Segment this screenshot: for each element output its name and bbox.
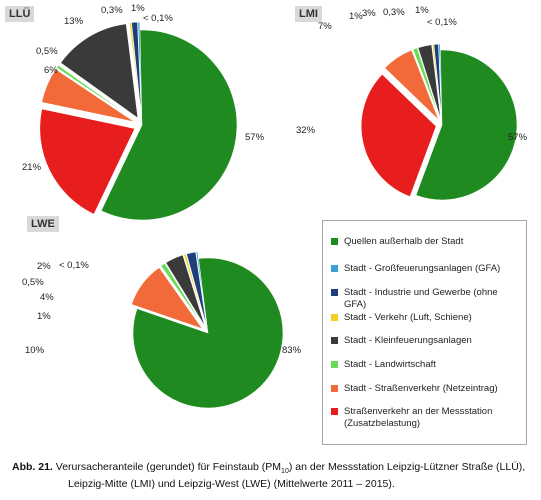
pie-slice (417, 44, 442, 120)
slice-label: 13% (64, 16, 84, 27)
slice-label: 57% (245, 132, 265, 143)
pie-slice (360, 73, 437, 198)
pie-lwe: 83% 10% 1% 4% 0,5% 2% < 0,1% (22, 251, 302, 409)
slice-label: < 0,1% (59, 260, 89, 271)
pie-slice (160, 262, 205, 328)
slice-label: < 0,1% (427, 17, 457, 28)
pie-slice (438, 43, 443, 120)
slice-label: 21% (22, 162, 42, 173)
pie-slice (186, 251, 207, 327)
chart-title-lmi: LMI (295, 6, 322, 22)
slice-label: 1% (131, 3, 145, 14)
slice-label: 0,3% (101, 5, 123, 16)
slice-label: 0,5% (22, 277, 44, 288)
slice-label: < 0,1% (143, 13, 173, 24)
pie-slice (137, 21, 142, 118)
slice-label: 0,5% (36, 46, 58, 57)
legend-label: Straßenverkehr an der Messstation (Zusat… (344, 406, 493, 429)
legend-label: Stadt - Großfeuerungsanlagen (GFA) (344, 263, 501, 274)
pie-charts: 57%21%6%0,5%13%0,3% 1%< 0,1%57%32%7%1% 3% 0… (22, 3, 528, 409)
legend-swatch (331, 314, 338, 321)
pie-slice (384, 49, 439, 121)
slice-label: 6% (44, 65, 58, 76)
pie-lmi: 57%32%7%1% 3% 0,3% 1%< 0,1% (296, 5, 528, 201)
legend-swatch (331, 337, 338, 344)
figure-caption: Abb. 21. Verursacheranteile (gerundet) f… (12, 461, 537, 491)
chart-title-lwe: LWE (27, 216, 59, 232)
figure: 57% 21% 6% 0,5% 13% 0,3% 1% < 0,1% 57% 32% 7% 1% 3% 0… (5, 3, 528, 445)
slice-label: 7% (318, 21, 332, 32)
legend-swatch (331, 385, 338, 392)
pie-slice (39, 108, 136, 215)
slice-label: 3% (362, 8, 376, 19)
caption-line1-rest: ) an der Messstation Leipzig-Lützner Str… (288, 461, 526, 473)
slice-label: 57% (508, 132, 528, 143)
pie-slice (41, 68, 135, 123)
legend-label: Quellen außerhalb der Stadt (344, 236, 464, 247)
slice-label: 4% (40, 292, 54, 303)
pie-slice (100, 29, 238, 221)
legend-swatch (331, 238, 338, 245)
legend-swatch (331, 408, 338, 415)
legend-swatch (331, 265, 338, 272)
slice-label: 1% (37, 311, 51, 322)
pie-slice (131, 267, 204, 330)
caption-line2: Leipzig-Mitte (LMI) und Leipzig-West (LW… (68, 478, 395, 491)
pie-slice (60, 23, 139, 119)
legend-label: Stadt - Verkehr (Luft, Schiene) (344, 312, 472, 323)
pie-llü: 57% 21% 6% 0,5% 13% 0,3% 1%< 0,1% (22, 3, 265, 221)
legend-label: Stadt - Kleinfeuerungsanlagen (344, 335, 472, 346)
slice-label: 10% (25, 345, 45, 356)
caption-line1: Verursacheranteile (gerundet) für Feinst… (55, 461, 282, 473)
legend-swatch (331, 361, 338, 368)
pie-slice (165, 254, 206, 327)
pie-slice (132, 257, 284, 409)
pie-slice (412, 47, 441, 120)
pie-slice (56, 64, 136, 121)
slice-label: 83% (282, 345, 302, 356)
chart-title-llu: LLÜ (5, 6, 35, 22)
slice-label: 1% (415, 5, 429, 16)
slice-label: 32% (296, 125, 316, 136)
slice-label: 1% (349, 11, 363, 22)
legend-label: Stadt - Industrie und Gewerbe (ohne GFA) (344, 287, 498, 310)
pie-slice (183, 253, 207, 327)
caption-label: Abb. 21. (12, 461, 53, 473)
caption-subscript: 10 (281, 468, 289, 476)
slice-label: 0,3% (383, 7, 405, 18)
legend-label: Stadt - Landwirtschaft (344, 359, 436, 370)
legend-label: Stadt - Straßenverkehr (Netzeintrag) (344, 383, 498, 394)
pie-slice (195, 251, 208, 327)
slice-label: 2% (37, 261, 51, 272)
legend-swatch (331, 289, 338, 296)
legend: Quellen außerhalb der Stadt Stadt - Groß… (322, 220, 527, 445)
